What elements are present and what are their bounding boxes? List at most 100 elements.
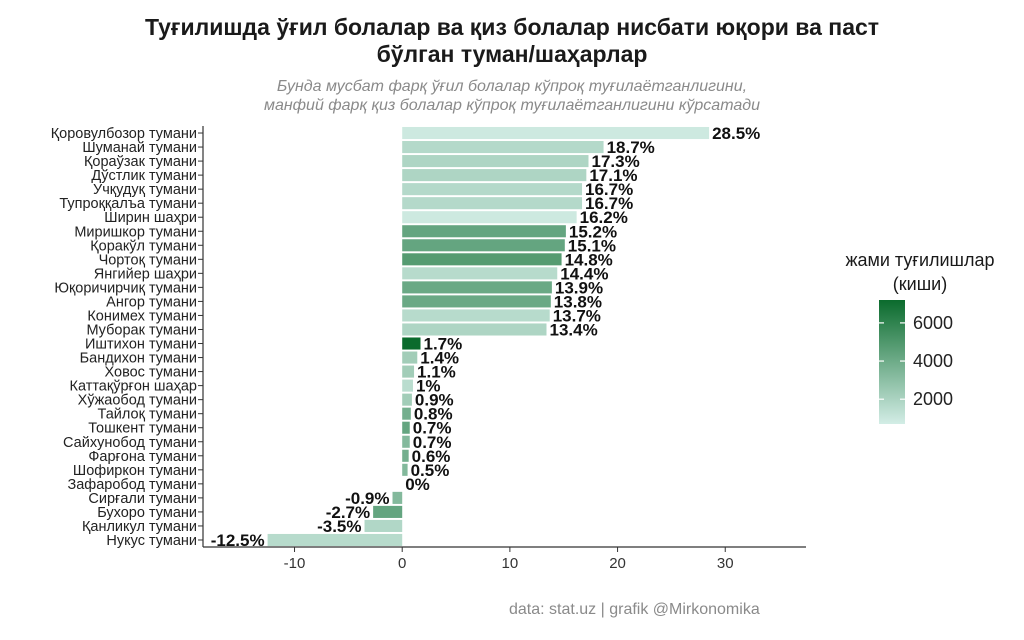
bar [402, 155, 589, 168]
bar [402, 379, 413, 392]
value-label: 18.7% [607, 138, 655, 157]
value-label: -3.5% [317, 517, 361, 536]
bar [402, 463, 408, 476]
legend-title-line-1: жами туғилишлар [845, 250, 995, 270]
chart-title: Туғилишда ўғил болалар ва қиз болалар ни… [0, 14, 1024, 68]
value-label: 15.2% [569, 222, 617, 241]
y-tick-label: Миришкор тумани [74, 224, 197, 240]
value-label: 13.4% [549, 320, 597, 339]
bar [392, 491, 403, 504]
bar [373, 505, 403, 518]
value-label: 13.9% [555, 278, 603, 297]
value-label: -12.5% [211, 531, 265, 550]
value-label: 0.6% [412, 447, 451, 466]
y-tick-label: Бухоро тумани [97, 505, 197, 521]
y-tick-label: Муборак тумани [86, 322, 197, 338]
value-label: 15.1% [568, 236, 616, 255]
value-label: 1.1% [417, 363, 456, 382]
bars-group [267, 126, 710, 547]
value-label: 0% [405, 475, 430, 494]
value-label: 0.9% [415, 391, 454, 410]
value-label: -2.7% [326, 503, 370, 522]
y-tick-label: Тупроққалъа тумани [59, 196, 197, 212]
bar [402, 435, 410, 448]
y-tick-label: Ангор тумани [106, 294, 197, 310]
bar [364, 519, 403, 532]
value-label: 0.8% [414, 405, 453, 424]
y-tick-label: Қораўзак тумани [84, 154, 197, 170]
value-label: 13.7% [553, 306, 601, 325]
value-label: 1% [416, 377, 441, 396]
chart-subtitle-line-1: Бунда мусбат фарқ ўғил болалар кўпроқ ту… [276, 78, 748, 95]
bar [402, 393, 412, 406]
color-legend: 2000 4000 6000 [879, 300, 953, 424]
value-label: 13.8% [554, 292, 602, 311]
y-tick-label: Юқоричирчиқ тумани [54, 280, 197, 296]
bar [402, 267, 558, 280]
y-tick-label: Янгийер шаҳри [94, 266, 197, 282]
bar [402, 183, 583, 196]
y-tick-label: Нукус тумани [106, 533, 197, 549]
bar [402, 141, 604, 154]
bar [402, 449, 409, 462]
y-tick-label: Каттақўрғон шаҳар [70, 379, 198, 395]
chart-subtitle: Бунда мусбат фарқ ўғил болалар кўпроқ ту… [0, 77, 1024, 115]
bar [402, 421, 410, 434]
y-tick-label: Тайлоқ тумани [98, 407, 197, 423]
y-tick-label: Тошкент тумани [88, 421, 197, 437]
y-tick-label: Зафаробод тумани [67, 477, 197, 493]
y-tick-label: Иштихон тумани [85, 337, 197, 353]
value-label: 14.8% [565, 250, 613, 269]
y-tick-label: Учқудуқ тумани [93, 182, 197, 198]
y-tick-label: Шофиркон тумани [73, 463, 197, 479]
bar [402, 281, 552, 294]
legend-tick-label: 2000 [913, 389, 953, 409]
y-tick-label: Шуманай тумани [82, 140, 197, 156]
y-tick-label: Сирғали тумани [88, 491, 197, 507]
x-tick-label: 20 [609, 555, 626, 572]
x-tick-label: -10 [284, 555, 306, 572]
value-label: 14.4% [560, 264, 608, 283]
bar [402, 365, 415, 378]
value-label: -0.9% [345, 489, 389, 508]
bar [402, 197, 583, 210]
y-tick-label: Хўжаобод тумани [78, 393, 197, 409]
x-axis: -10 0 10 20 30 [203, 546, 806, 572]
y-tick-label: Қоракўл тумани [90, 238, 197, 254]
value-label: 17.3% [591, 152, 639, 171]
y-tick-label: Ховос тумани [105, 365, 198, 381]
legend-tick-label: 6000 [913, 313, 953, 333]
y-tick-label: Қоровулбозор тумани [51, 126, 197, 142]
value-label: 28.5% [712, 124, 760, 143]
bar [402, 407, 411, 420]
bar [402, 253, 562, 266]
value-label: 1.4% [420, 349, 459, 368]
y-tick-label: Конимех тумани [87, 308, 197, 324]
value-label: 16.7% [585, 194, 633, 213]
bar [402, 239, 565, 252]
legend-tick-label: 4000 [913, 351, 953, 371]
y-tick-label: Сайхунобод тумани [63, 435, 197, 451]
y-tick-label: Бандихон тумани [80, 351, 197, 367]
value-label: 0.7% [413, 419, 452, 438]
x-tick-label: 30 [717, 555, 734, 572]
bar [402, 295, 551, 308]
bar [402, 211, 577, 224]
y-tick-label: Қанликул тумани [82, 519, 197, 535]
x-tick-label: 0 [398, 555, 406, 572]
x-tick-label: 10 [502, 555, 519, 572]
legend-title-line-2: (киши) [892, 274, 948, 294]
caption: data: stat.uz | grafik @Mirkonomika [509, 601, 760, 618]
bar [402, 309, 550, 322]
y-tick-label: Ширин шаҳри [104, 210, 197, 226]
chart-subtitle-line-2: манфий фарқ қиз болалар кўпроқ туғилаётг… [264, 97, 760, 114]
bar [402, 337, 421, 350]
value-label: 16.7% [585, 180, 633, 199]
y-tick-label: Дўстлик тумани [91, 168, 197, 184]
value-label: 1.7% [424, 335, 463, 354]
y-tick-label: Фарғона тумани [88, 449, 197, 465]
bar [267, 533, 403, 547]
bar [402, 126, 710, 140]
